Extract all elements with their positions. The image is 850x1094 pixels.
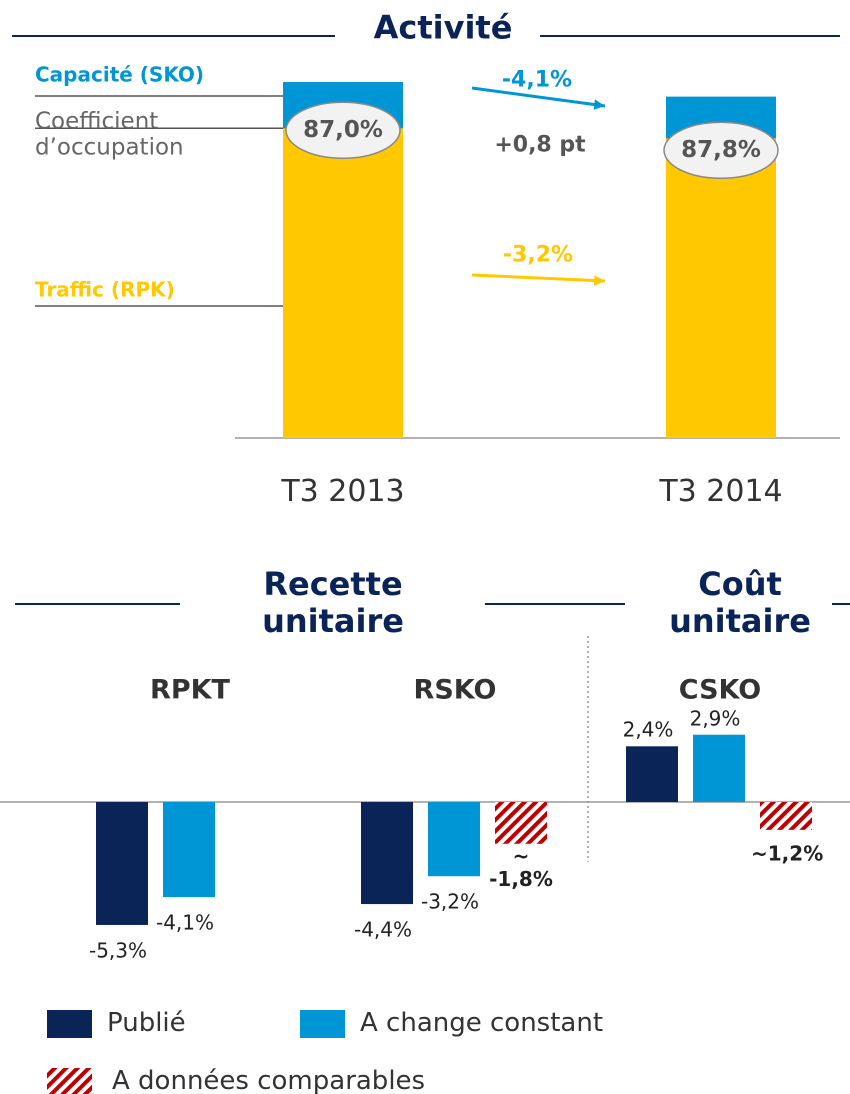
value-label: ~ -1,8% xyxy=(489,843,553,891)
legend-label: Publié xyxy=(107,1008,186,1039)
bar xyxy=(495,802,547,844)
load-factor-badge xyxy=(285,101,401,160)
bar xyxy=(428,802,480,877)
chart-title: Activité xyxy=(373,8,513,47)
value-label: -4,4% xyxy=(353,917,413,942)
x-tick-label: T3 2014 xyxy=(659,473,783,509)
bar xyxy=(626,746,678,802)
traffic-bar xyxy=(666,138,776,438)
legend-swatch xyxy=(300,1010,345,1038)
value-label: -4,1% xyxy=(155,910,215,935)
chart-title: Recette unitaire xyxy=(262,565,404,640)
x-tick-label: CSKO xyxy=(678,674,762,706)
legend-label: A change constant xyxy=(360,1008,604,1039)
legend-swatch xyxy=(47,1010,92,1038)
arrow-head xyxy=(593,99,605,110)
traffic-bar xyxy=(283,128,403,438)
change-arrow xyxy=(471,273,606,283)
arrow-head xyxy=(593,275,605,286)
change-arrow xyxy=(471,86,606,108)
legend-label: Capacité (SKO) xyxy=(35,62,205,87)
legend-label: Traffic (RPK) xyxy=(35,277,175,302)
bar xyxy=(361,802,413,905)
value-label: 2,4% xyxy=(622,717,674,742)
x-tick-label: T3 2013 xyxy=(281,473,405,509)
load-factor-label: 87,0% xyxy=(303,117,383,144)
load-factor-badge xyxy=(663,121,779,179)
value-label: -3,2% xyxy=(420,889,480,914)
legend-label: A données comparables xyxy=(112,1066,426,1094)
legend-label: Coefficient d’occupation xyxy=(35,108,184,161)
value-label: ~1,2% xyxy=(751,841,824,866)
bar xyxy=(760,802,812,830)
value-label: -5,3% xyxy=(88,938,148,963)
change-label: +0,8 pt xyxy=(494,132,586,158)
bar xyxy=(96,802,148,925)
chart-title: Coût unitaire xyxy=(669,565,811,640)
load-factor-label: 87,8% xyxy=(681,137,761,164)
x-tick-label: RPKT xyxy=(150,674,230,706)
value-label: 2,9% xyxy=(689,706,741,731)
bar xyxy=(693,734,745,802)
change-label: -3,2% xyxy=(502,242,574,268)
legend-swatch xyxy=(47,1068,92,1094)
bar xyxy=(163,802,215,898)
change-label: -4,1% xyxy=(501,67,573,93)
x-tick-label: RSKO xyxy=(413,674,497,706)
